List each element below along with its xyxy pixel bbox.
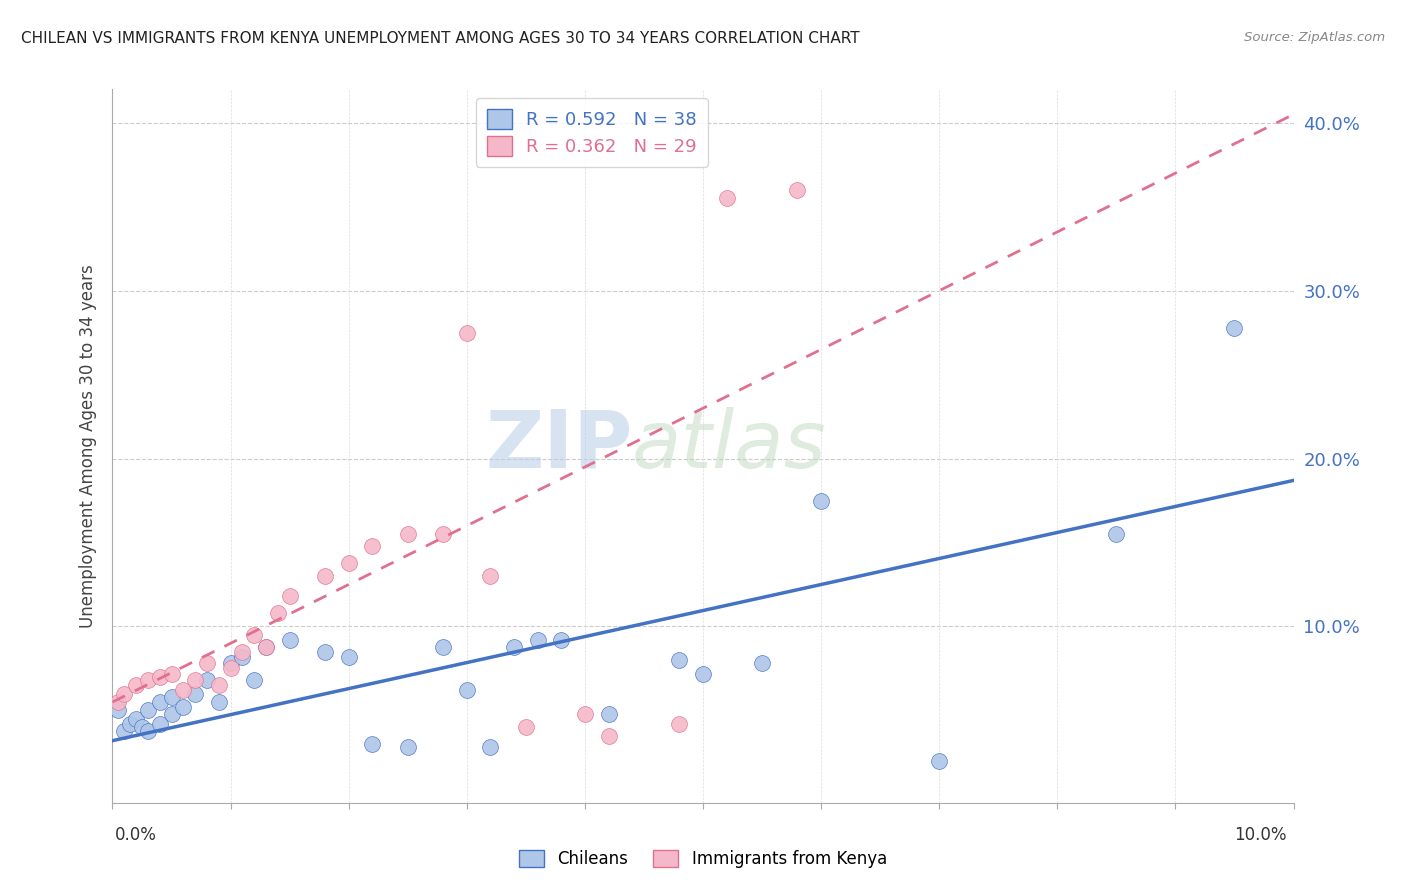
Point (456, 683, 478, 698)
Point (254, 640, 277, 654)
Point (231, 645, 253, 659)
Point (243, 673, 266, 688)
Point (396, 740, 419, 755)
Point (396, 527, 419, 541)
Point (810, 493, 832, 508)
Point (112, 723, 135, 738)
Point (231, 649, 253, 664)
Point (692, 666, 714, 681)
Point (107, 703, 129, 717)
Point (479, 569, 502, 583)
Point (195, 673, 218, 688)
Point (598, 706, 620, 721)
Point (136, 673, 159, 688)
Point (432, 640, 454, 654)
Point (361, 737, 384, 751)
Point (208, 678, 231, 692)
Point (574, 706, 596, 721)
Point (184, 687, 207, 701)
Point (120, 717, 142, 731)
Point (149, 695, 172, 709)
Point (267, 606, 290, 620)
Point (668, 653, 690, 667)
Text: ZIP: ZIP (485, 407, 633, 485)
Point (219, 661, 242, 675)
Point (112, 687, 135, 701)
Text: 0.0%: 0.0% (115, 826, 157, 844)
Point (668, 717, 690, 731)
Point (125, 678, 148, 692)
Point (928, 754, 950, 768)
Point (479, 740, 502, 755)
Point (131, 720, 153, 734)
Point (598, 729, 620, 743)
Point (195, 657, 218, 671)
Point (184, 673, 207, 688)
Text: CHILEAN VS IMMIGRANTS FROM KENYA UNEMPLOYMENT AMONG AGES 30 TO 34 YEARS CORRELAT: CHILEAN VS IMMIGRANTS FROM KENYA UNEMPLO… (21, 31, 859, 46)
Point (149, 717, 172, 731)
Text: Source: ZipAtlas.com: Source: ZipAtlas.com (1244, 31, 1385, 45)
Point (361, 539, 384, 553)
Point (456, 326, 478, 340)
Point (172, 683, 194, 698)
Text: atlas: atlas (633, 407, 827, 485)
Point (278, 632, 301, 647)
Point (751, 657, 773, 671)
Point (107, 695, 129, 709)
Text: 10.0%: 10.0% (1234, 826, 1286, 844)
Point (136, 723, 159, 738)
Point (515, 720, 537, 734)
Point (337, 649, 360, 664)
Point (254, 640, 277, 654)
Legend: R = 0.592   N = 38, R = 0.362   N = 29: R = 0.592 N = 38, R = 0.362 N = 29 (475, 98, 707, 167)
Point (1105, 527, 1128, 541)
Point (160, 690, 183, 704)
Point (314, 569, 336, 583)
Point (786, 183, 808, 197)
Point (136, 703, 159, 717)
Point (172, 700, 194, 714)
Point (278, 589, 301, 603)
Point (208, 695, 231, 709)
Point (432, 527, 454, 541)
Point (526, 632, 548, 647)
Point (550, 632, 572, 647)
Point (125, 712, 148, 726)
Point (160, 706, 183, 721)
Point (314, 645, 336, 659)
Y-axis label: Unemployment Among Ages 30 to 34 years: Unemployment Among Ages 30 to 34 years (79, 264, 97, 628)
Point (243, 628, 266, 642)
Point (503, 640, 526, 654)
Point (160, 666, 183, 681)
Point (149, 670, 172, 684)
Point (219, 657, 242, 671)
Point (716, 191, 738, 205)
Point (1223, 320, 1246, 334)
Point (337, 556, 360, 570)
